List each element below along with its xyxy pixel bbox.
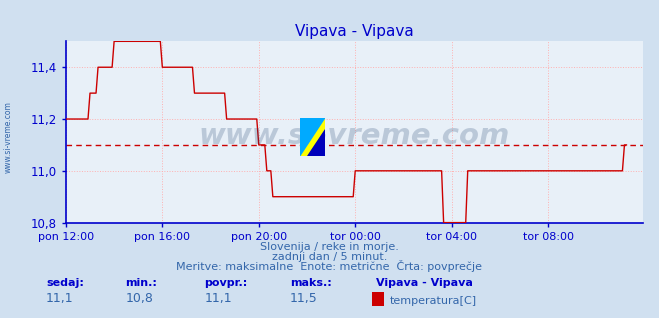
Text: 11,1: 11,1	[46, 292, 74, 305]
Text: www.si-vreme.com: www.si-vreme.com	[4, 101, 13, 173]
Text: 11,1: 11,1	[204, 292, 232, 305]
Text: temperatura[C]: temperatura[C]	[390, 295, 477, 306]
Text: Slovenija / reke in morje.: Slovenija / reke in morje.	[260, 242, 399, 252]
Text: min.:: min.:	[125, 278, 157, 288]
Polygon shape	[300, 118, 325, 156]
Text: Meritve: maksimalne  Enote: metrične  Črta: povprečje: Meritve: maksimalne Enote: metrične Črta…	[177, 260, 482, 272]
Text: maks.:: maks.:	[290, 278, 331, 288]
Text: povpr.:: povpr.:	[204, 278, 248, 288]
Text: 10,8: 10,8	[125, 292, 153, 305]
Text: 11,5: 11,5	[290, 292, 318, 305]
Text: sedaj:: sedaj:	[46, 278, 84, 288]
Polygon shape	[300, 118, 325, 156]
Text: www.si-vreme.com: www.si-vreme.com	[198, 121, 510, 149]
Text: zadnji dan / 5 minut.: zadnji dan / 5 minut.	[272, 252, 387, 262]
Title: Vipava - Vipava: Vipava - Vipava	[295, 24, 414, 39]
Polygon shape	[307, 129, 325, 156]
Text: Vipava - Vipava: Vipava - Vipava	[376, 278, 473, 288]
